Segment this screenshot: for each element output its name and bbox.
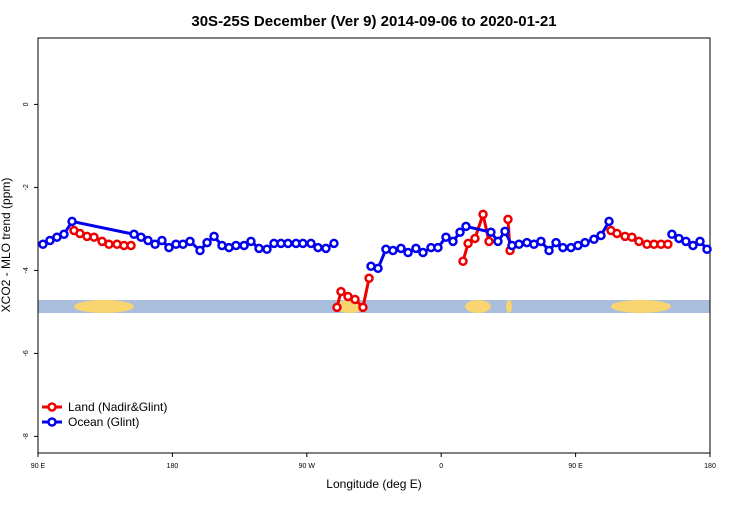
y-tick-label: -4 [23,267,30,273]
land-region [506,300,512,313]
data-point [667,229,677,240]
data-point [388,245,398,256]
data-point [209,231,219,242]
data-point [350,294,360,305]
data-point [433,242,443,253]
data-point [157,235,167,246]
data-point [514,239,524,250]
data-point [150,239,160,250]
data-point [231,240,241,251]
data-point [486,227,496,237]
y-tick-label: -8 [23,433,30,439]
data-point [298,238,308,249]
legend-marker [47,402,57,412]
data-point [478,209,488,220]
y-tick-label: -2 [23,184,30,190]
data-point [503,214,513,225]
data-point [558,242,568,253]
data-point [143,235,153,246]
data-point [441,232,451,242]
data-point [67,216,77,227]
legend-label: Land (Nadir&Glint) [68,400,167,414]
data-point [596,230,606,241]
data-point [536,236,546,247]
data-point [418,247,428,258]
data-point [136,232,146,242]
data-point [551,237,561,248]
data-point [544,245,554,256]
data-point [254,243,264,254]
data-point [126,240,136,251]
data-point [580,237,590,248]
y-axis-label: XCO2 - MLO trend (ppm) [0,178,13,313]
data-point [283,238,293,249]
data-point [448,236,458,247]
data-point [463,238,473,249]
data-point [185,236,195,247]
land-region [465,300,491,313]
y-tick-label: 0 [23,102,30,106]
data-point [695,236,705,247]
data-point [104,239,114,250]
data-point [373,263,383,274]
data-point [262,244,272,254]
data-point [332,302,342,313]
data-point [306,238,316,249]
plot-frame [37,37,711,454]
data-point [45,235,55,246]
series-line [73,208,668,311]
y-tick-label: -6 [23,350,30,356]
legend-marker [47,417,57,427]
x-tick-label: 180 [167,463,179,470]
x-tick-label: 0 [439,463,443,470]
data-point [239,240,249,251]
data-point [59,229,69,240]
x-axis-label: Longitude (deg E) [326,477,421,491]
data-point [663,239,673,250]
data-point [403,247,413,258]
land-region [611,300,671,313]
data-point [202,237,212,248]
x-tick-label: 90 E [568,463,583,470]
data-point [38,239,48,250]
data-point [164,242,174,253]
data-point [89,232,99,242]
chart-title: 30S-25S December (Ver 9) 2014-09-06 to 2… [191,13,556,30]
data-point [364,273,374,284]
data-point [246,236,256,247]
data-point [612,228,622,239]
data-point [484,236,494,247]
x-tick-label: 90 E [31,463,46,470]
data-point [702,244,712,254]
data-point [681,236,691,247]
x-tick-label: 90 W [299,463,316,470]
data-point [195,245,205,256]
data-point [470,233,480,244]
data-point [461,221,471,232]
x-tick-label: 180 [704,463,716,470]
data-point [455,227,465,237]
land-region [74,300,134,313]
data-point [396,243,406,254]
data-point [411,243,421,254]
data-point [493,236,503,247]
surface-band [38,300,710,313]
data-point [329,238,339,249]
data-point [458,256,468,267]
data-point [688,240,698,251]
data-point [313,242,323,253]
data-point [604,216,614,227]
data-point [321,243,331,254]
data-point [634,236,644,247]
data-point [500,226,510,237]
data-point [358,302,368,313]
data-point [627,232,637,242]
legend-label: Ocean (Glint) [68,415,139,429]
data-point [589,234,599,245]
data-point [336,286,346,297]
